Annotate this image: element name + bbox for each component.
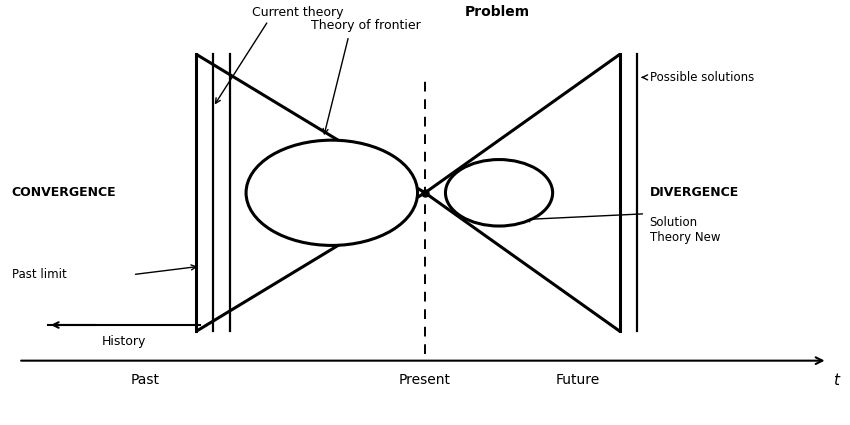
Text: Theory of frontier: Theory of frontier — [311, 20, 421, 32]
Text: Past limit: Past limit — [12, 268, 66, 281]
Ellipse shape — [246, 140, 417, 245]
Text: t: t — [833, 373, 839, 388]
Text: Problem: Problem — [464, 5, 530, 19]
Text: History: History — [102, 335, 146, 348]
Text: Present: Present — [399, 373, 451, 387]
Text: Possible solutions: Possible solutions — [649, 71, 754, 84]
Text: Future: Future — [555, 373, 599, 387]
Text: Current theory: Current theory — [252, 6, 343, 19]
Ellipse shape — [445, 159, 552, 226]
Text: CONVERGENCE: CONVERGENCE — [12, 186, 116, 199]
Text: DIVERGENCE: DIVERGENCE — [649, 186, 739, 199]
Text: Past: Past — [131, 373, 160, 387]
Text: Solution
Theory New: Solution Theory New — [649, 216, 720, 244]
